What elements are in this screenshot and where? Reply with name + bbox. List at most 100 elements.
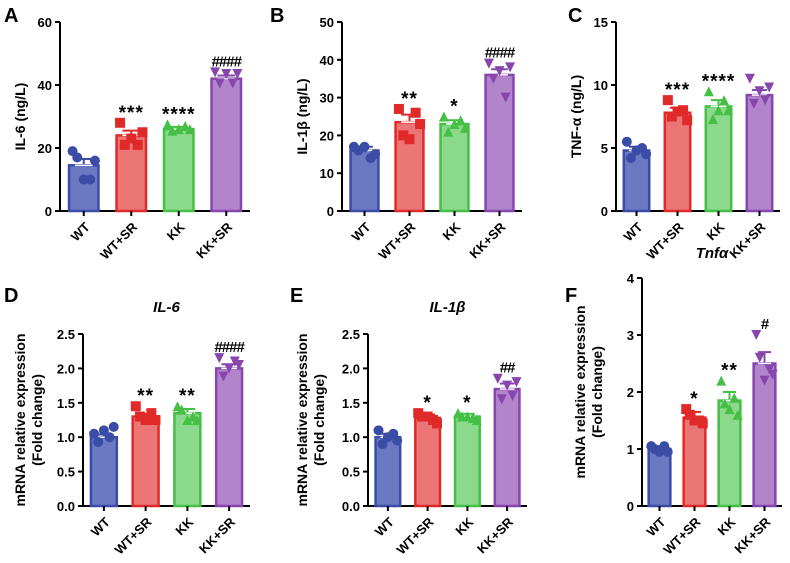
panel-D: D IL-6 0.0 0.5 1.0 1.5 2.0 2.5 mRNA relative exp… <box>4 285 250 557</box>
y-tick-label: 0 <box>327 204 334 219</box>
data-point <box>724 404 735 415</box>
bar-WT+SR <box>414 416 442 508</box>
x-tick-label: WT+SR <box>643 219 686 262</box>
data-point <box>410 107 421 118</box>
y-axis-label: mRNA relative expression <box>572 306 588 479</box>
data-point <box>417 411 428 422</box>
data-point <box>415 119 426 130</box>
data-point <box>507 390 518 401</box>
x-tick-label: WT <box>644 514 669 539</box>
significance-label: ** <box>179 386 196 407</box>
data-point <box>119 139 130 150</box>
data-point <box>729 392 740 403</box>
data-point <box>214 78 225 89</box>
panel-letter: D <box>4 285 18 307</box>
y-axis-label: TNF-α (ng/L) <box>568 75 584 158</box>
panel-E: E IL-1β 0.0 0.5 1.0 1.5 2.0 2.5 mRNA relative ex… <box>290 285 527 557</box>
data-point <box>72 152 83 163</box>
panel-B: B 0 10 20 30 40 50 IL-1β (ng/L) WT ** WT+SR * KK ####… <box>270 5 522 262</box>
data-point <box>767 369 778 380</box>
data-point <box>678 105 689 116</box>
data-point <box>723 105 734 116</box>
chart-title: Tnfα <box>696 245 729 262</box>
chart-title: IL-1β <box>430 299 466 316</box>
bar-KK+SR <box>214 367 244 508</box>
data-point <box>146 408 157 419</box>
data-point <box>505 62 516 73</box>
significance-label: *** <box>119 103 144 124</box>
data-point <box>404 134 415 145</box>
x-tick-label: WT+SR <box>394 514 437 557</box>
significance-label: ** <box>401 89 418 110</box>
data-point <box>173 124 184 135</box>
data-point <box>760 95 771 106</box>
data-point <box>719 95 730 106</box>
data-point <box>162 119 173 130</box>
data-point <box>483 58 494 69</box>
panel-A: A 0 20 40 60 IL-6 (ng/L) WT *** WT+SR **** KK #### K… <box>4 5 250 262</box>
data-point <box>511 377 522 388</box>
panel-letter: E <box>290 285 303 307</box>
y-tick-label: 0 <box>45 204 52 219</box>
data-point <box>449 119 460 130</box>
y-tick-label: 20 <box>320 128 334 143</box>
bar-WT+SR <box>682 416 707 508</box>
data-point <box>140 415 151 425</box>
bar-WT+SR <box>131 415 160 508</box>
significance-label: **** <box>702 71 736 92</box>
data-point <box>218 371 229 382</box>
bar-WT+SR <box>663 111 692 213</box>
data-point <box>188 411 199 422</box>
data-point <box>93 437 104 448</box>
y-tick-label: 10 <box>594 78 608 93</box>
x-tick-label: KK <box>172 514 196 538</box>
data-point <box>229 356 240 367</box>
y-tick-label: 40 <box>38 78 52 93</box>
data-point <box>377 439 388 450</box>
significance-label: * <box>450 97 458 118</box>
data-point <box>662 95 673 106</box>
x-tick-label: KK+SR <box>193 219 235 261</box>
x-tick-label: KK+SR <box>726 219 768 261</box>
significance-label: #### <box>485 45 516 62</box>
data-point <box>500 92 511 103</box>
x-tick-label: WT <box>372 514 397 539</box>
x-tick-label: KK+SR <box>196 514 238 556</box>
y-axis-label: (Fold change) <box>29 374 45 466</box>
x-tick-label: KK <box>704 219 728 243</box>
data-point <box>398 130 409 141</box>
data-point <box>150 415 161 425</box>
y-tick-label: 30 <box>320 91 334 106</box>
data-point <box>438 111 449 122</box>
data-point <box>689 415 700 426</box>
data-point <box>126 133 137 144</box>
panel-F: F Tnfα 0 1 2 3 4 mRNA relative expression (Fold … <box>565 245 782 557</box>
data-point <box>732 409 743 420</box>
panel-letter: A <box>4 5 18 27</box>
y-tick-label: 1.0 <box>342 430 360 445</box>
x-tick-label: KK <box>452 514 476 538</box>
significance-label: ** <box>721 361 738 382</box>
y-tick-label: 2.0 <box>342 361 360 376</box>
data-point <box>210 67 221 78</box>
data-point <box>462 411 473 422</box>
data-point <box>751 330 762 340</box>
data-point <box>108 421 119 432</box>
data-point <box>214 353 225 364</box>
data-point <box>98 425 109 436</box>
data-point <box>748 98 759 109</box>
data-point <box>182 415 193 425</box>
x-tick-label: WT <box>621 219 646 244</box>
x-tick-label: WT+SR <box>97 219 140 262</box>
panel-letter: C <box>568 5 582 27</box>
y-tick-label: 0 <box>627 499 634 514</box>
y-tick-label: 1 <box>627 442 634 457</box>
y-axis-label: IL-6 (ng/L) <box>12 83 28 151</box>
x-tick-label: WT+SR <box>660 514 703 557</box>
y-tick-label: 0.0 <box>57 499 75 514</box>
data-point <box>422 411 433 422</box>
data-point <box>625 153 636 164</box>
y-tick-label: 1.0 <box>57 430 75 445</box>
significance-label: ## <box>500 360 516 377</box>
